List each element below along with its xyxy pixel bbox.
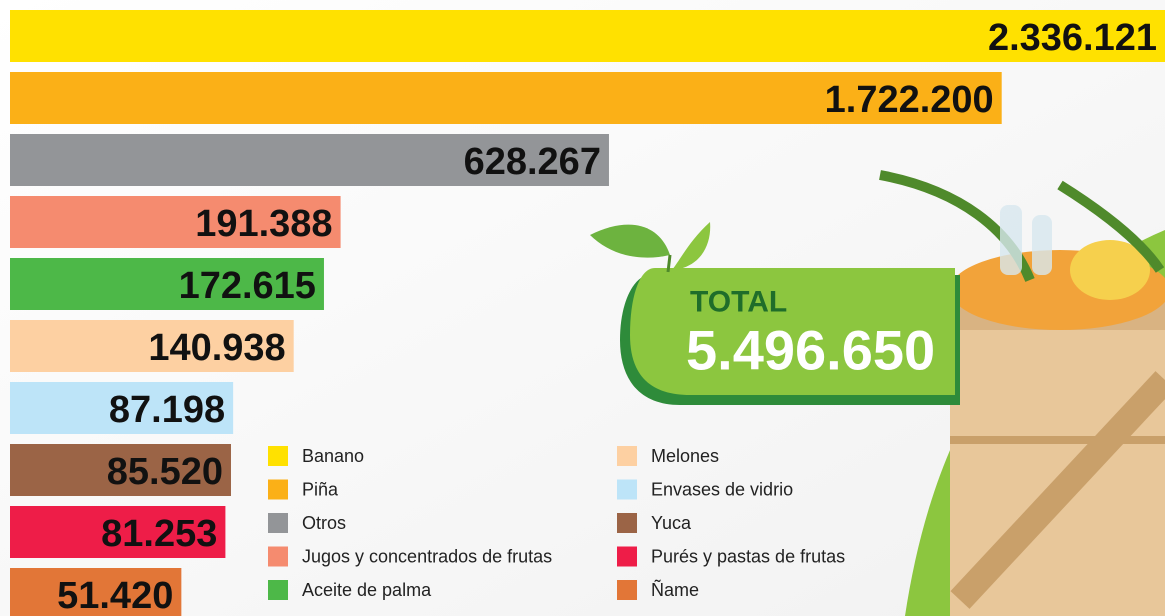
legend-swatch [617, 580, 637, 600]
legend-swatch [617, 513, 637, 533]
value-label: 85.520 [107, 451, 223, 493]
legend-label: Piña [302, 480, 339, 500]
legend-swatch [268, 547, 288, 567]
value-label: 1.722.200 [825, 79, 994, 121]
value-label: 140.938 [148, 327, 285, 369]
legend-swatch [617, 547, 637, 567]
legend-label: Purés y pastas de frutas [651, 547, 845, 567]
value-label: 81.253 [101, 513, 217, 555]
total-title: TOTAL [690, 286, 787, 319]
total-value: 5.496.650 [686, 319, 935, 382]
legend-swatch [268, 446, 288, 466]
legend-label: Otros [302, 513, 346, 533]
value-label: 172.615 [179, 265, 316, 307]
legend-swatch [268, 580, 288, 600]
legend-label: Banano [302, 446, 364, 466]
value-label: 628.267 [464, 141, 601, 183]
legend-label: Jugos y concentrados de frutas [302, 547, 552, 567]
legend-swatch [617, 480, 637, 500]
legend-swatch [268, 513, 288, 533]
value-label: 51.420 [57, 575, 173, 616]
legend-label: Melones [651, 446, 719, 466]
chart: TOTAL 5.496.650 2.336.121 1.722.200 628.26… [0, 0, 1165, 616]
legend-label: Aceite de palma [302, 580, 432, 600]
value-label: 191.388 [195, 203, 332, 245]
legend-swatch [617, 446, 637, 466]
legend-label: Ñame [651, 579, 699, 600]
legend-label: Yuca [651, 513, 692, 533]
value-label: 87.198 [109, 389, 225, 431]
legend-swatch [268, 480, 288, 500]
legend-label: Envases de vidrio [651, 480, 793, 500]
value-label: 2.336.121 [988, 17, 1157, 59]
